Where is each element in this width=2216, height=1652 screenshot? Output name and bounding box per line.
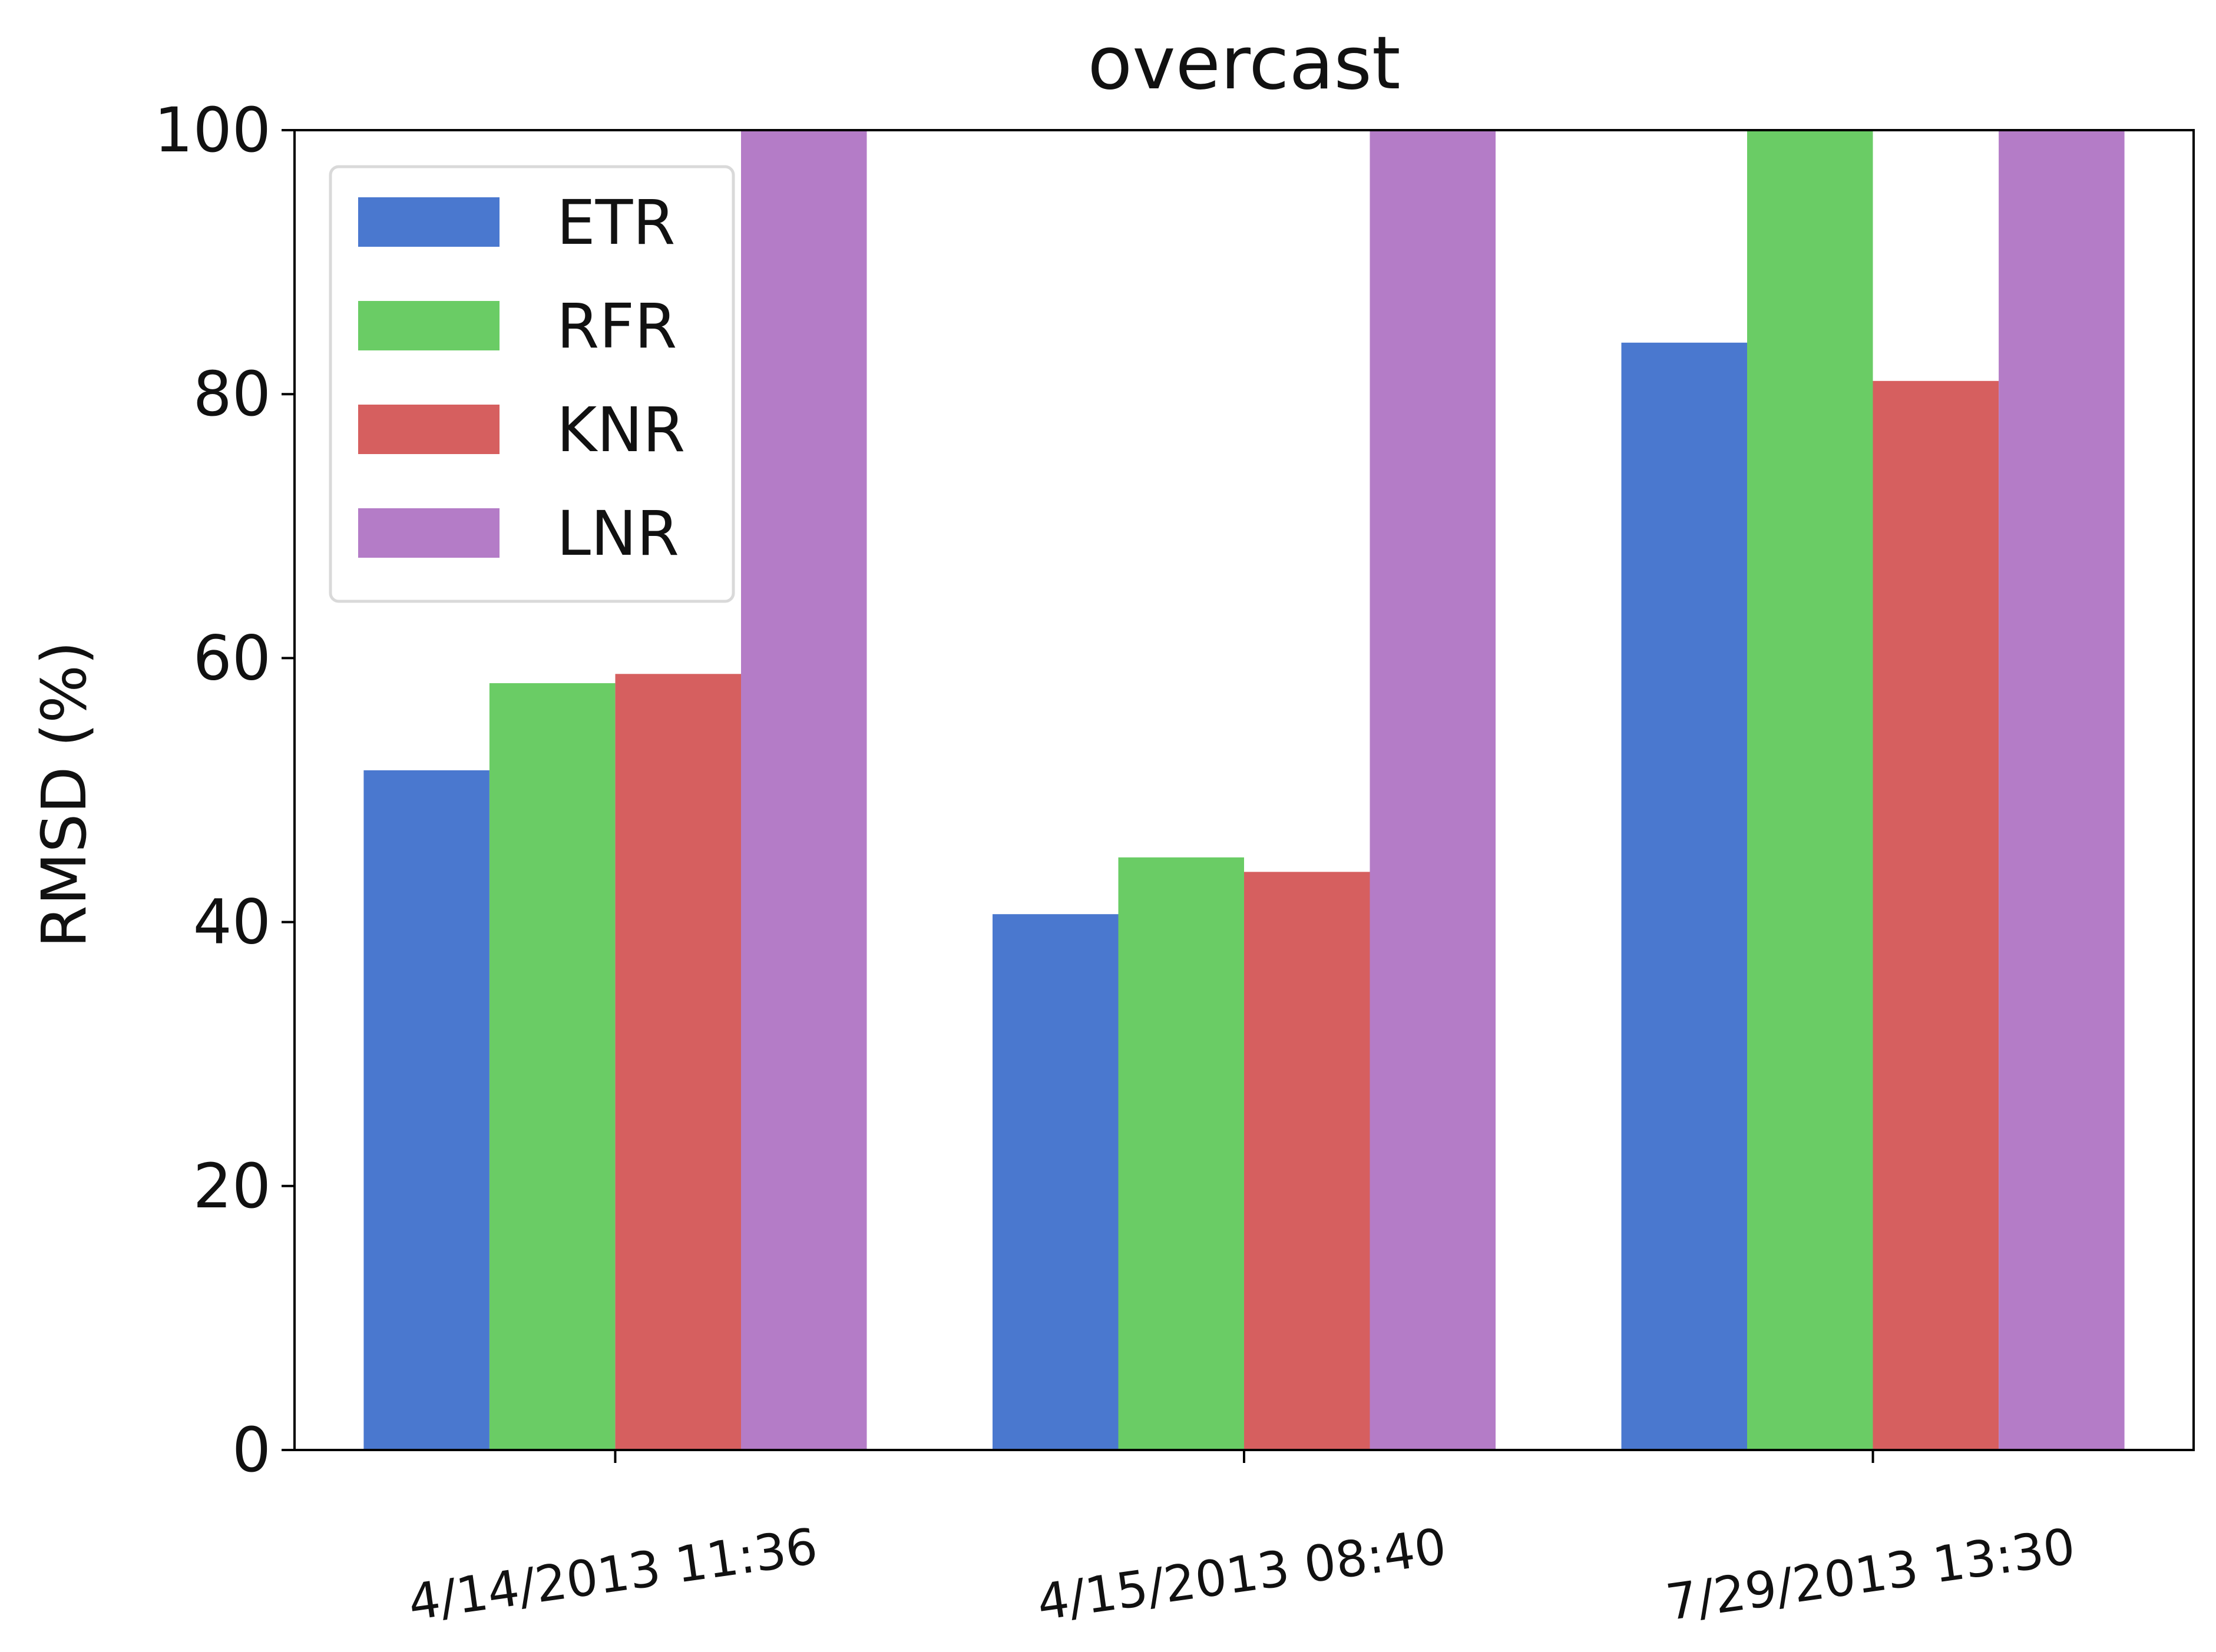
bar-etr-1 — [993, 914, 1119, 1450]
bars-group — [363, 130, 2125, 1450]
legend: ETR RFR KNR LNR — [329, 165, 735, 603]
plot-frame — [293, 129, 2195, 1451]
x-axis-ticks: 4/14/2013 11:36 4/15/2013 08:40 7/29/2013 … — [405, 1450, 2079, 1631]
y-tick-label: 80 — [193, 358, 271, 430]
legend-label-rfr: RFR — [557, 290, 677, 362]
legend-label-knr: KNR — [557, 394, 685, 466]
y-tick-label: 40 — [193, 886, 271, 958]
bar-etr-0 — [363, 770, 489, 1450]
bar-knr-0 — [615, 674, 741, 1450]
bar-lnr-0 — [741, 130, 867, 1450]
chart-title: overcast — [1087, 21, 1400, 106]
legend-box — [329, 165, 735, 603]
y-tick-label: 60 — [193, 622, 271, 694]
y-tick-label: 20 — [193, 1150, 271, 1222]
bar-lnr-2 — [1999, 130, 2125, 1450]
bar-rfr-0 — [489, 683, 616, 1450]
bar-knr-2 — [1873, 380, 1999, 1450]
legend-swatch-rfr — [358, 301, 500, 350]
y-tick-label: 0 — [232, 1414, 271, 1486]
y-tick-label: 100 — [154, 94, 271, 166]
x-tick-label: 4/14/2013 11:36 — [405, 1517, 821, 1631]
bar-rfr-1 — [1118, 857, 1244, 1450]
bar-etr-2 — [1621, 342, 1747, 1450]
y-axis-ticks: 0 20 40 60 80 100 — [154, 94, 295, 1486]
legend-label-etr: ETR — [557, 187, 676, 259]
y-axis-label: RMSD (%) — [28, 641, 100, 948]
x-tick-label: 4/15/2013 08:40 — [1034, 1517, 1450, 1631]
legend-swatch-lnr — [358, 508, 500, 558]
bar-rfr-2 — [1747, 130, 1873, 1450]
legend-swatch-knr — [358, 405, 500, 454]
bar-knr-1 — [1244, 872, 1370, 1450]
legend-swatch-etr — [358, 197, 500, 247]
bar-lnr-1 — [1370, 130, 1496, 1450]
legend-label-lnr: LNR — [557, 498, 679, 570]
x-tick-label: 7/29/2013 13:30 — [1662, 1517, 2078, 1631]
